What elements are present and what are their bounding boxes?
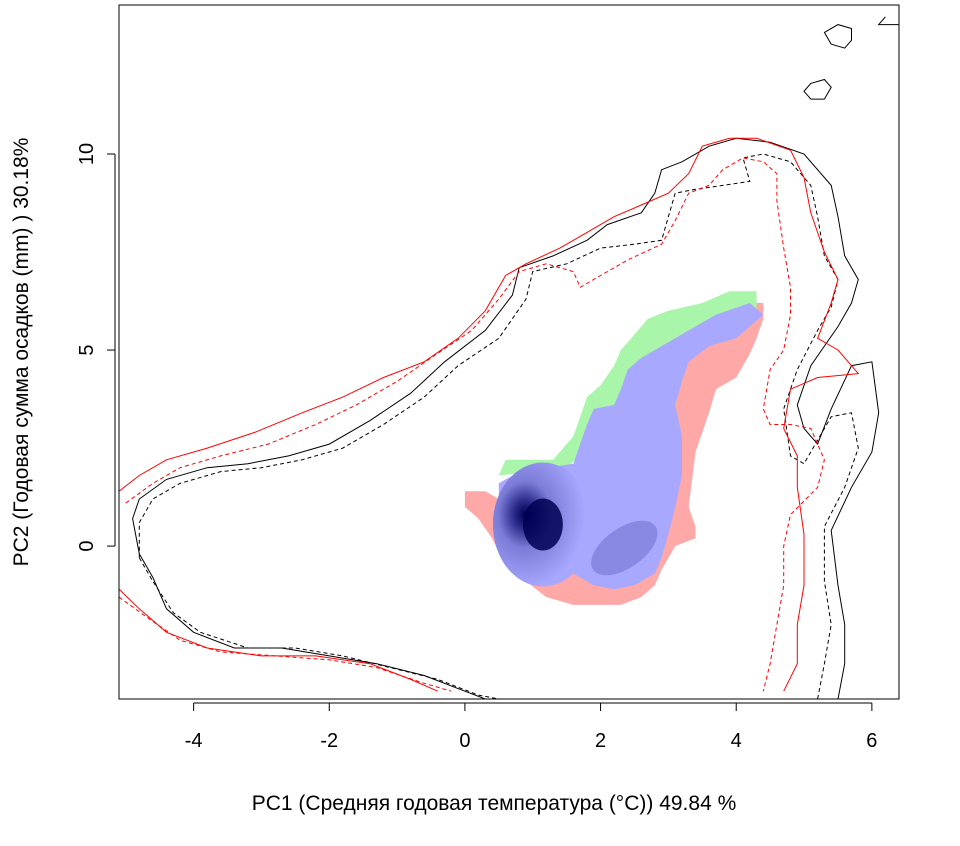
x-tick-label: 2 bbox=[595, 730, 606, 752]
x-tick-label: 0 bbox=[459, 730, 470, 752]
contour-line-5 bbox=[119, 588, 438, 692]
contour-line-7 bbox=[138, 553, 486, 699]
contour-line-2 bbox=[138, 153, 859, 699]
x-axis-label: PC1 (Средняя годовая температура (°C)) 4… bbox=[252, 792, 737, 815]
y-tick-label: 5 bbox=[76, 344, 98, 355]
contour-line-6 bbox=[119, 596, 452, 692]
y-axis: 0 5 10 bbox=[76, 143, 116, 552]
contour-line-1 bbox=[132, 137, 880, 699]
density-peak bbox=[522, 498, 563, 551]
x-tick-label: -4 bbox=[185, 730, 203, 752]
y-axis-label: PC2 (Годовая сумма осадков (mm) ) 30.18% bbox=[10, 138, 33, 567]
plot-area bbox=[119, 16, 899, 699]
x-tick-label: 6 bbox=[866, 730, 877, 752]
contour-line-11 bbox=[877, 16, 899, 26]
contour-line-3 bbox=[119, 137, 860, 692]
y-tick-label: 0 bbox=[76, 541, 98, 552]
niche-fills bbox=[464, 291, 764, 605]
density-ridge bbox=[591, 520, 658, 576]
contour-line-9 bbox=[823, 24, 852, 49]
x-tick-label: -2 bbox=[320, 730, 338, 752]
contour-line-10 bbox=[803, 78, 832, 100]
y-tick-label: 10 bbox=[76, 143, 98, 165]
plot-frame bbox=[118, 4, 900, 700]
x-axis: -4 -2 0 2 4 6 bbox=[185, 702, 877, 752]
contour-line-8 bbox=[138, 557, 499, 699]
contour-lines bbox=[119, 16, 899, 699]
contour-line-4 bbox=[125, 157, 825, 692]
x-tick-label: 4 bbox=[731, 730, 742, 752]
